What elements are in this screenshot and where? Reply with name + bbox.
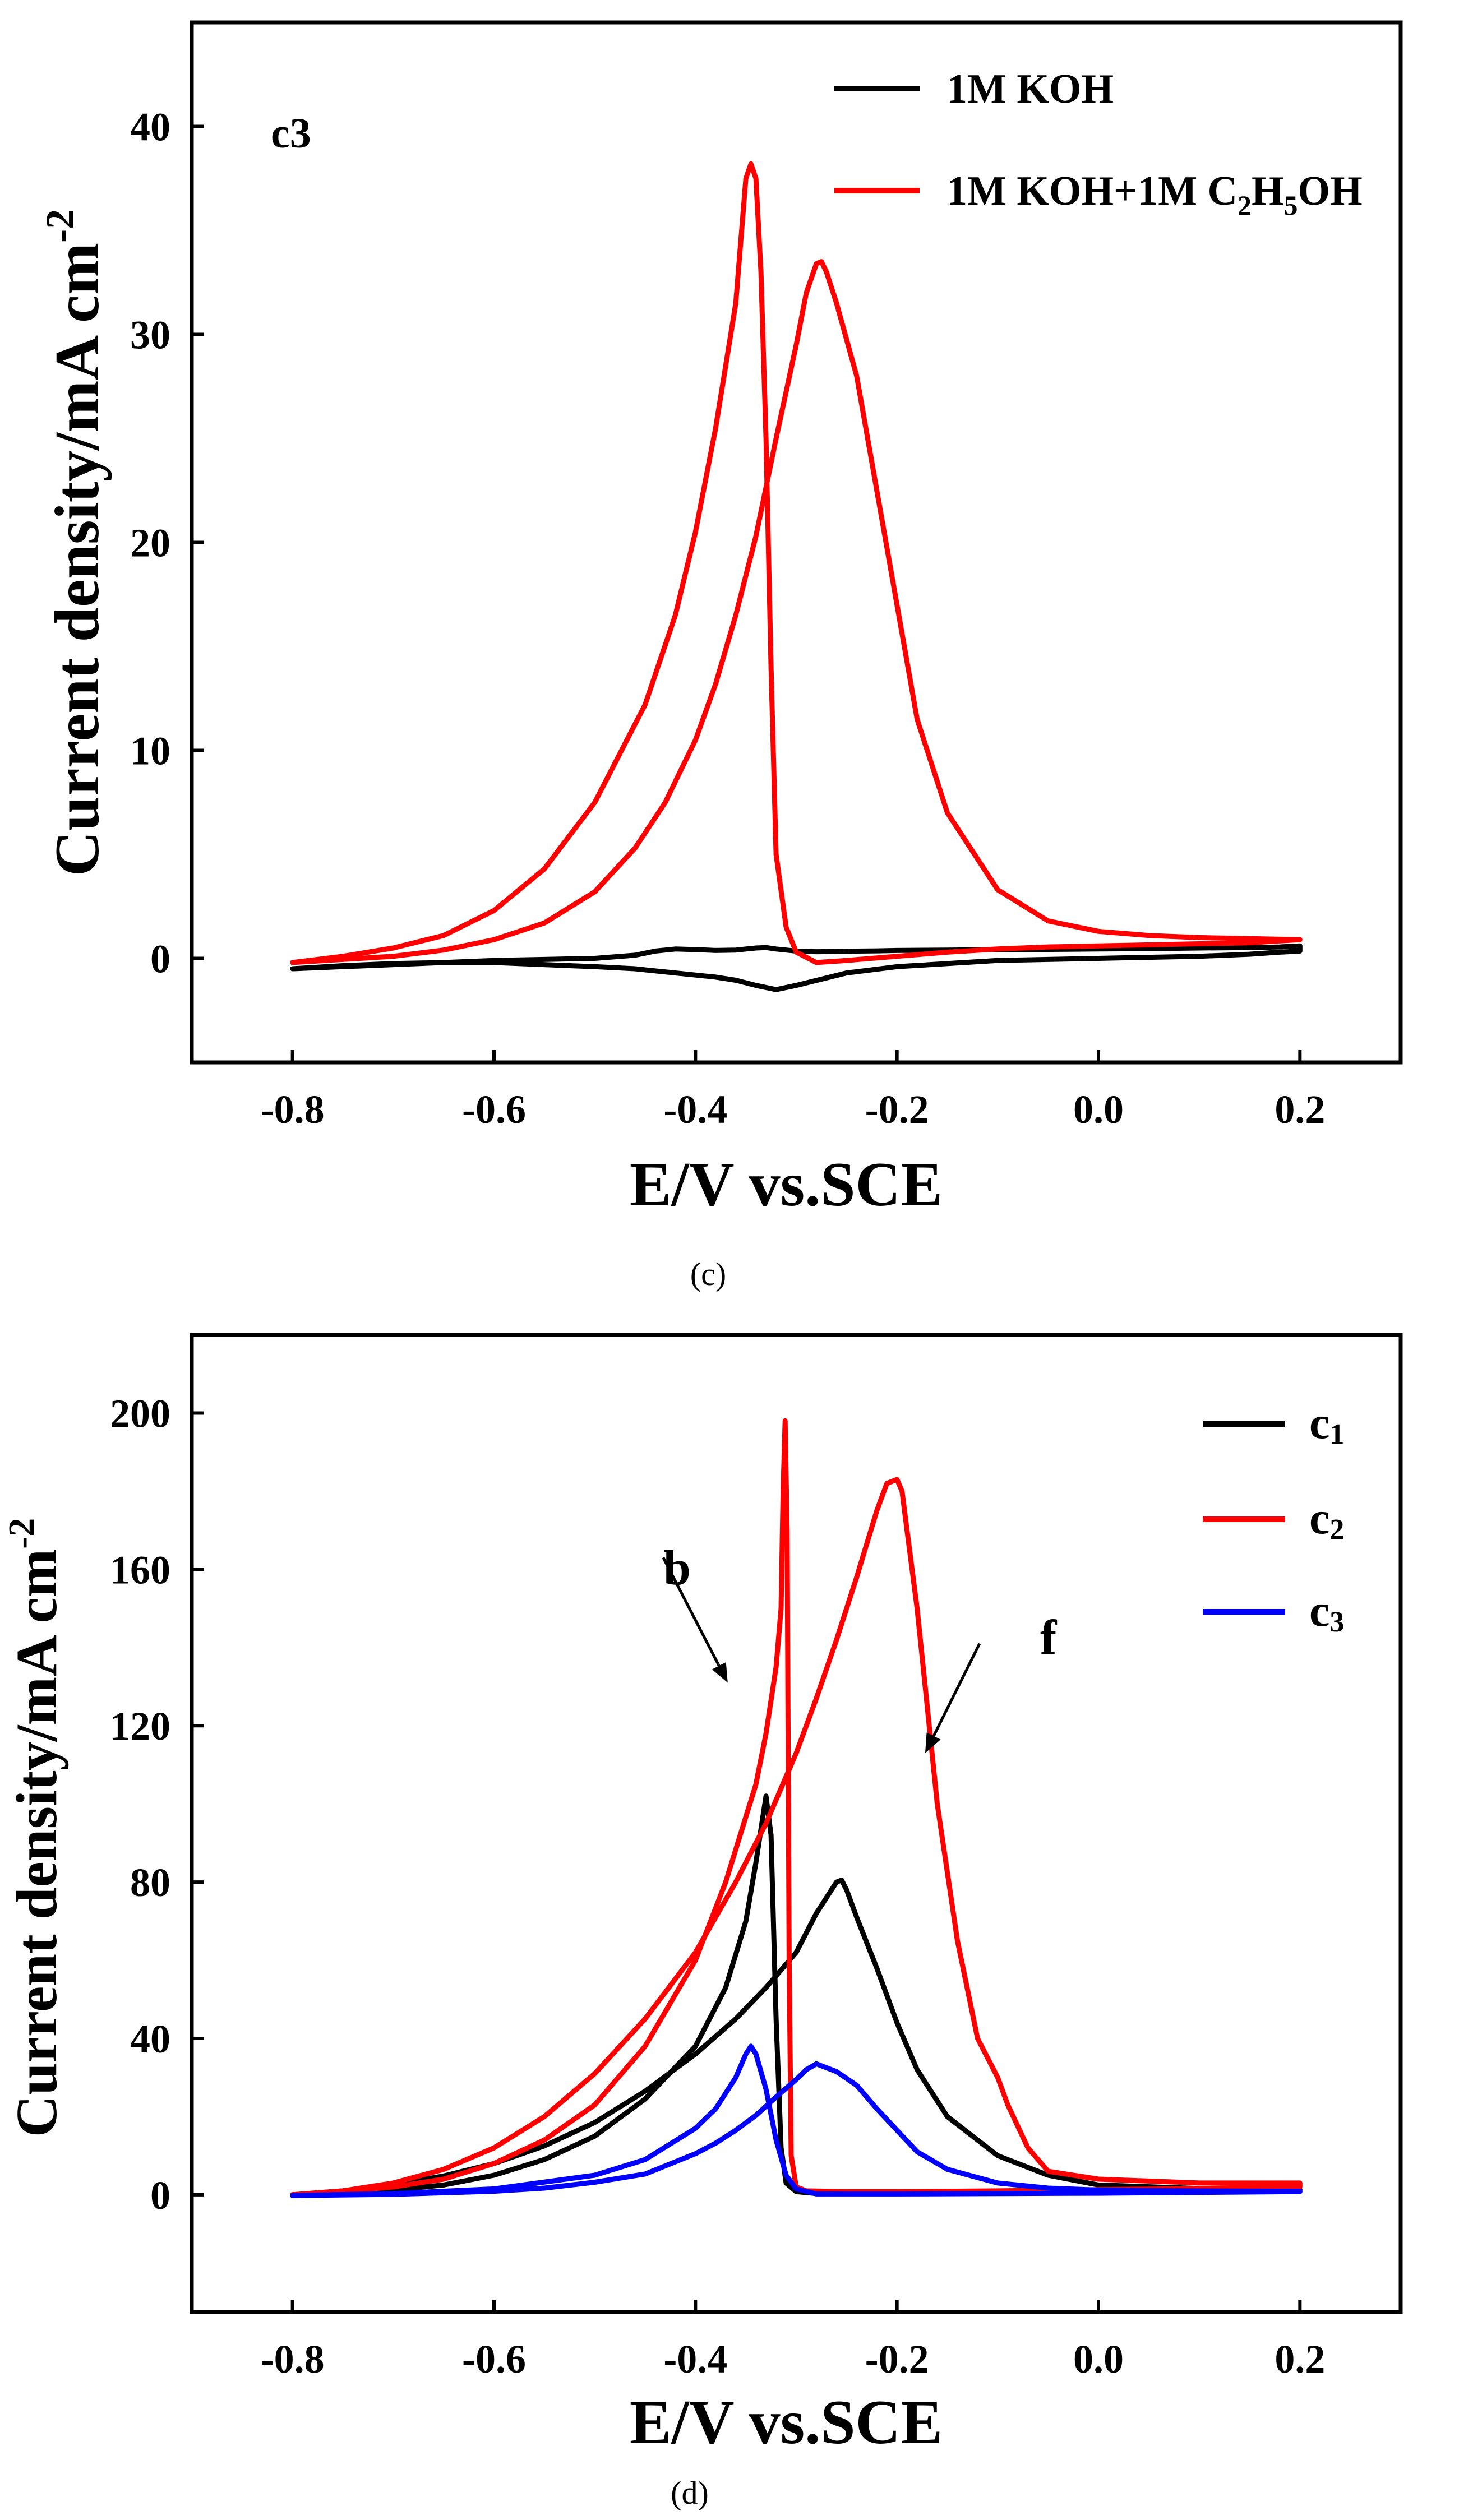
panel-d-x-tick-label: -0.8 [261, 2337, 325, 2382]
legend-label-c1: c1 [1309, 1397, 1344, 1450]
panel-d-x-tick-label: 0.0 [1073, 2337, 1124, 2382]
panel-c-caption: (c) [690, 1256, 726, 1292]
panel-d-x-tick-label: -0.6 [462, 2337, 526, 2382]
panel-d-series-layer [290, 1418, 1303, 2198]
panel-d-x-tick-label: -0.4 [663, 2337, 727, 2382]
panel-d-y-tick-label: 40 [130, 2017, 170, 2061]
panel-d-x-axis-label: E/V vs.SCE [630, 2388, 943, 2457]
panel-c-x-tick-label: 0.2 [1275, 1087, 1325, 1132]
panel-c-ticks: -0.8 -0.6 -0.4 -0.2 0.0 0.2 0 10 20 30 40 [130, 105, 1325, 1132]
panel-d-series-line-3 [290, 2043, 1303, 2198]
panel-d-legend: c1 c2 c3 [1203, 1397, 1344, 1638]
panel-d-x-tick-label: 0.2 [1275, 2337, 1325, 2382]
annotation-arrow-shaft [662, 1557, 721, 1667]
panel-c-y-tick-label: 20 [130, 521, 170, 566]
panel-c-x-tick-label: 0.0 [1073, 1087, 1124, 1132]
panel-d-x-tick-label: -0.2 [865, 2337, 929, 2382]
legend-label-koh-ethanol: 1M KOH+1M C2H5OH [946, 168, 1363, 221]
panel-d-y-tick-label: 80 [130, 1860, 170, 1905]
panel-c-series-line-2 [290, 161, 1303, 965]
panel-c-y-tick-label: 40 [130, 105, 170, 150]
annotation-f-arrow [925, 1643, 981, 1754]
annotation-arrow-head [712, 1662, 728, 1683]
panel-c-series-layer [290, 161, 1303, 992]
panel-c-x-tick-label: -0.8 [261, 1087, 325, 1132]
panel-c-y-tick-label: 0 [150, 937, 170, 982]
panel-d-annotation-f: f [925, 1611, 1058, 1754]
panel-d-y-axis-label: Current density/mA cm-2 [1, 1518, 69, 2138]
panel-c-legend: 1M KOH 1M KOH+1M C2H5OH [834, 66, 1363, 221]
panel-d-series-line-2 [290, 1418, 1303, 2198]
panel-d-y-tick-label: 120 [110, 1704, 170, 1749]
panel-c-y-axis-label: Current density/mA cm-2 [38, 209, 112, 876]
legend-label-c3: c3 [1309, 1585, 1344, 1638]
panel-c-x-tick-label: -0.4 [663, 1087, 727, 1132]
annotation-arrow-head [925, 1732, 941, 1754]
legend-label-1m-koh: 1M KOH [946, 66, 1114, 112]
panel-d-chart: -0.8 -0.6 -0.4 -0.2 0.0 0.2 0 40 80 120 160 200 c1 … [1, 1333, 1403, 2511]
panel-c-x-tick-label: -0.6 [462, 1087, 526, 1132]
panel-c-x-tick-label: -0.2 [865, 1087, 929, 1132]
panel-c-chart: -0.8 -0.6 -0.4 -0.2 0.0 0.2 0 10 20 30 40 c3 1M KO… [38, 20, 1403, 1292]
panel-c-y-tick-label: 10 [130, 729, 170, 774]
panel-c-series-line-1 [290, 943, 1303, 992]
panel-d-annotation-b: b [662, 1541, 728, 1683]
panel-c-y-tick-label: 30 [130, 313, 170, 358]
annotation-arrow-shaft [932, 1643, 981, 1737]
annotation-b-arrow [662, 1557, 728, 1683]
panel-c-x-axis-label: E/V vs.SCE [630, 1150, 943, 1219]
panel-d-y-tick-label: 160 [110, 1547, 170, 1592]
legend-label-c2: c2 [1309, 1492, 1344, 1546]
panel-d-y-tick-label: 200 [110, 1391, 170, 1436]
panel-d-ticks: -0.8 -0.6 -0.4 -0.2 0.0 0.2 0 40 80 120 160 200 [110, 1391, 1325, 2382]
panel-c-label: c3 [271, 110, 311, 157]
panel-d-plot-frame [190, 1333, 1403, 2314]
panel-d-y-tick-label: 0 [150, 2173, 170, 2218]
panel-d-caption: (d) [671, 2475, 709, 2511]
annotation-f-label: f [1040, 1611, 1058, 1665]
